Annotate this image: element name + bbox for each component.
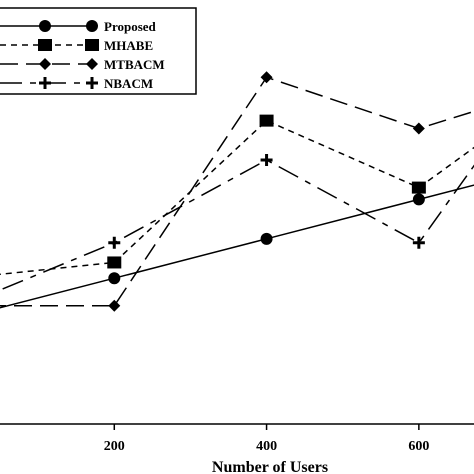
data-point-mhabe xyxy=(107,256,122,269)
legend-entry-mhabe: MHABE xyxy=(0,38,153,53)
data-point-nbacm xyxy=(412,236,425,249)
series-line-proposed xyxy=(0,184,474,309)
data-point-mhabe xyxy=(259,114,274,127)
series-line-mtbacm xyxy=(0,76,474,307)
x-ticks: 200 400 600 xyxy=(104,424,429,454)
legend-entry-proposed: Proposed xyxy=(0,19,157,34)
x-tick-label: 400 xyxy=(256,439,277,454)
data-point-nbacm xyxy=(260,154,273,167)
legend-label: NBACM xyxy=(104,76,153,91)
data-point-proposed xyxy=(108,272,121,285)
legend-label: MHABE xyxy=(104,38,153,53)
series-line-mhabe xyxy=(0,119,474,276)
legend-entry-mtbacm: MTBACM xyxy=(0,57,165,72)
series-line-nbacm xyxy=(0,159,474,291)
legend-marker xyxy=(85,39,99,51)
series-layer xyxy=(0,71,474,312)
legend-marker xyxy=(86,20,98,32)
x-tick-label: 600 xyxy=(408,439,429,454)
legend-marker xyxy=(39,20,51,32)
data-point-proposed xyxy=(412,193,425,206)
legend-marker xyxy=(39,58,51,70)
legend-label: Proposed xyxy=(104,19,157,34)
data-point-mtbacm xyxy=(260,71,273,84)
data-point-proposed xyxy=(260,232,273,245)
x-tick-label: 200 xyxy=(104,439,125,454)
data-point-mtbacm xyxy=(412,122,425,135)
x-axis-title: Number of Users xyxy=(212,459,328,474)
legend-marker xyxy=(38,39,52,51)
legend-marker xyxy=(39,77,51,89)
legend: Proposed MHABE MTBACM NBACM xyxy=(0,7,197,95)
legend-label: MTBACM xyxy=(104,57,165,72)
series-mtbacm xyxy=(0,71,474,312)
legend-entry-nbacm: NBACM xyxy=(0,76,153,91)
data-point-mhabe xyxy=(411,181,426,194)
series-nbacm xyxy=(0,154,474,291)
data-point-mtbacm xyxy=(108,299,121,312)
data-point-nbacm xyxy=(108,236,121,249)
legend-marker xyxy=(86,58,98,70)
series-proposed xyxy=(0,184,474,309)
legend-marker xyxy=(86,77,98,89)
series-mhabe xyxy=(0,114,474,276)
